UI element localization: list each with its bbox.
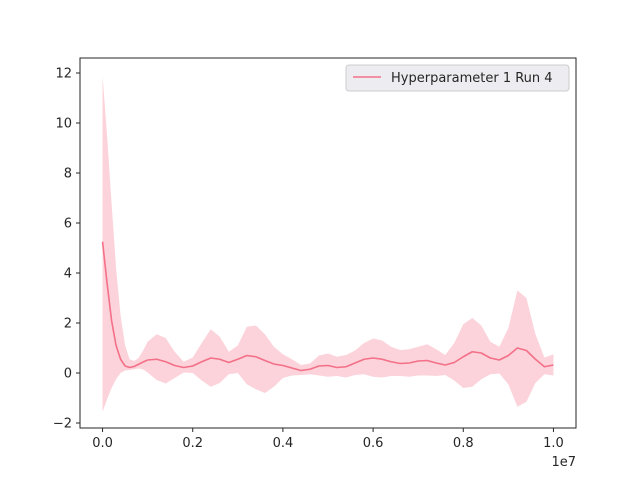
axes-frame: [79, 57, 577, 429]
y-tick-label: −2: [53, 417, 72, 432]
y-tick-label: 0: [64, 367, 72, 382]
legend-label: Hyperparameter 1 Run 4: [391, 71, 553, 86]
plot-area: [101, 75, 554, 412]
confidence-band: [102, 75, 554, 412]
x-tick-label: 0.0: [92, 436, 113, 451]
x-tick-label: 0.4: [273, 436, 294, 451]
y-tick-label: 12: [55, 67, 72, 82]
x-tick-label: 0.8: [453, 436, 474, 451]
x-axis: 0.0 0.2 0.4 0.6 0.8 1.0: [92, 428, 564, 451]
y-axis: −2 0 2 4 6 8 10 12: [53, 67, 80, 432]
x-tick-label: 0.6: [363, 436, 384, 451]
x-axis-offset-label: 1e7: [551, 455, 576, 470]
y-tick-label: 2: [64, 317, 72, 332]
x-tick-label: 1.0: [543, 436, 564, 451]
x-tick-label: 0.2: [182, 436, 203, 451]
y-tick-label: 4: [64, 267, 72, 282]
y-tick-label: 10: [55, 117, 72, 132]
y-tick-label: 6: [64, 217, 72, 232]
legend: Hyperparameter 1 Run 4: [345, 64, 570, 92]
y-tick-label: 8: [64, 167, 72, 182]
legend-box: [345, 64, 570, 92]
series-line: [101, 241, 554, 372]
